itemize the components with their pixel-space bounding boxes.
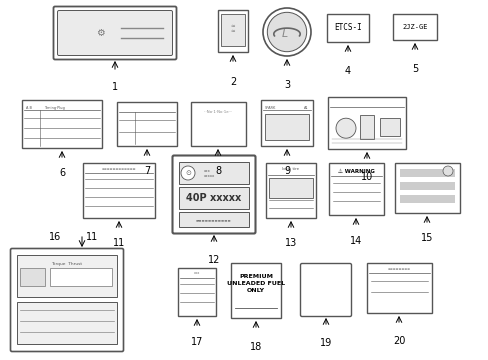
Circle shape bbox=[267, 12, 306, 52]
FancyBboxPatch shape bbox=[300, 264, 351, 316]
Text: ⚙: ⚙ bbox=[96, 28, 105, 38]
Text: SPARK: SPARK bbox=[264, 106, 276, 110]
FancyBboxPatch shape bbox=[172, 156, 255, 234]
Bar bbox=[392, 14, 436, 40]
Bar bbox=[178, 268, 216, 316]
Text: 12: 12 bbox=[207, 255, 220, 265]
Bar bbox=[394, 163, 459, 213]
Text: 7: 7 bbox=[143, 166, 150, 176]
Bar bbox=[265, 163, 315, 218]
Text: ⚠ WARNING: ⚠ WARNING bbox=[337, 168, 374, 174]
Text: xxx
xxxxx: xxx xxxxx bbox=[203, 169, 215, 177]
Text: L: L bbox=[281, 29, 287, 39]
Text: Torque  Thrust: Torque Thrust bbox=[51, 262, 82, 266]
Circle shape bbox=[181, 166, 195, 180]
Text: 6: 6 bbox=[59, 168, 65, 178]
Bar bbox=[179, 212, 248, 227]
Bar bbox=[399, 195, 454, 203]
Bar bbox=[327, 97, 405, 149]
Bar bbox=[218, 10, 247, 52]
Text: ≡≡≡≡≡≡≡≡≡≡≡≡: ≡≡≡≡≡≡≡≡≡≡≡≡ bbox=[102, 167, 136, 171]
Bar bbox=[264, 114, 308, 140]
Text: A1: A1 bbox=[304, 106, 308, 110]
Text: 9: 9 bbox=[284, 166, 289, 176]
Text: 16: 16 bbox=[49, 232, 61, 242]
Bar bbox=[326, 14, 368, 42]
Bar bbox=[366, 263, 431, 313]
Text: 2: 2 bbox=[229, 77, 236, 87]
Text: A B: A B bbox=[26, 106, 32, 110]
Text: PREMIUM
UNLEADED FUEL
ONLY: PREMIUM UNLEADED FUEL ONLY bbox=[226, 274, 285, 293]
Bar bbox=[399, 182, 454, 190]
Text: 17: 17 bbox=[190, 337, 203, 347]
Text: ≡≡≡≡≡≡≡≡: ≡≡≡≡≡≡≡≡ bbox=[387, 267, 410, 271]
Text: 2JZ-GE: 2JZ-GE bbox=[402, 24, 427, 30]
Bar bbox=[17, 302, 117, 344]
Text: 8: 8 bbox=[215, 166, 221, 176]
Bar bbox=[399, 169, 454, 177]
Circle shape bbox=[335, 118, 355, 138]
Text: 10: 10 bbox=[360, 172, 372, 182]
Bar bbox=[268, 178, 312, 198]
Text: xxx: xxx bbox=[193, 271, 200, 275]
Bar bbox=[22, 100, 102, 148]
Text: ⊙: ⊙ bbox=[184, 170, 190, 176]
Bar bbox=[179, 187, 248, 209]
Bar bbox=[379, 118, 399, 136]
Text: 5: 5 bbox=[411, 64, 417, 74]
Text: Timing·Plug: Timing·Plug bbox=[44, 106, 64, 110]
Text: 20: 20 bbox=[392, 336, 405, 346]
Text: 1: 1 bbox=[112, 82, 118, 92]
Text: 15: 15 bbox=[420, 233, 432, 243]
Text: 18: 18 bbox=[249, 342, 262, 352]
FancyBboxPatch shape bbox=[58, 10, 172, 55]
Bar bbox=[261, 100, 312, 146]
Bar bbox=[221, 14, 244, 46]
Bar bbox=[359, 115, 373, 139]
Bar bbox=[117, 102, 177, 146]
Bar bbox=[50, 268, 112, 286]
Text: 4: 4 bbox=[344, 66, 350, 76]
Bar bbox=[83, 163, 155, 218]
Bar bbox=[179, 162, 248, 184]
Text: lock  tire: lock tire bbox=[282, 167, 299, 171]
Text: 19: 19 bbox=[319, 338, 331, 348]
Circle shape bbox=[263, 8, 310, 56]
Bar bbox=[191, 102, 245, 146]
Text: ETCS-I: ETCS-I bbox=[333, 23, 361, 32]
Text: 11: 11 bbox=[113, 238, 125, 248]
FancyBboxPatch shape bbox=[53, 6, 176, 59]
Text: ···No·1·No·1e···: ···No·1·No·1e··· bbox=[203, 110, 233, 114]
Text: 40P xxxxx: 40P xxxxx bbox=[186, 193, 241, 203]
Bar bbox=[20, 268, 45, 286]
FancyBboxPatch shape bbox=[10, 248, 123, 351]
Text: ≈
≈: ≈ ≈ bbox=[230, 23, 235, 34]
Bar bbox=[328, 163, 383, 215]
Circle shape bbox=[442, 166, 452, 176]
Text: 14: 14 bbox=[349, 236, 362, 246]
Text: 11: 11 bbox=[86, 232, 98, 242]
Bar bbox=[17, 255, 117, 297]
Text: 3: 3 bbox=[284, 80, 289, 90]
Text: 13: 13 bbox=[285, 238, 297, 248]
Bar bbox=[230, 263, 281, 318]
Text: ≡≡≡≡≡≡≡≡≡≡≡: ≡≡≡≡≡≡≡≡≡≡≡ bbox=[196, 218, 231, 222]
